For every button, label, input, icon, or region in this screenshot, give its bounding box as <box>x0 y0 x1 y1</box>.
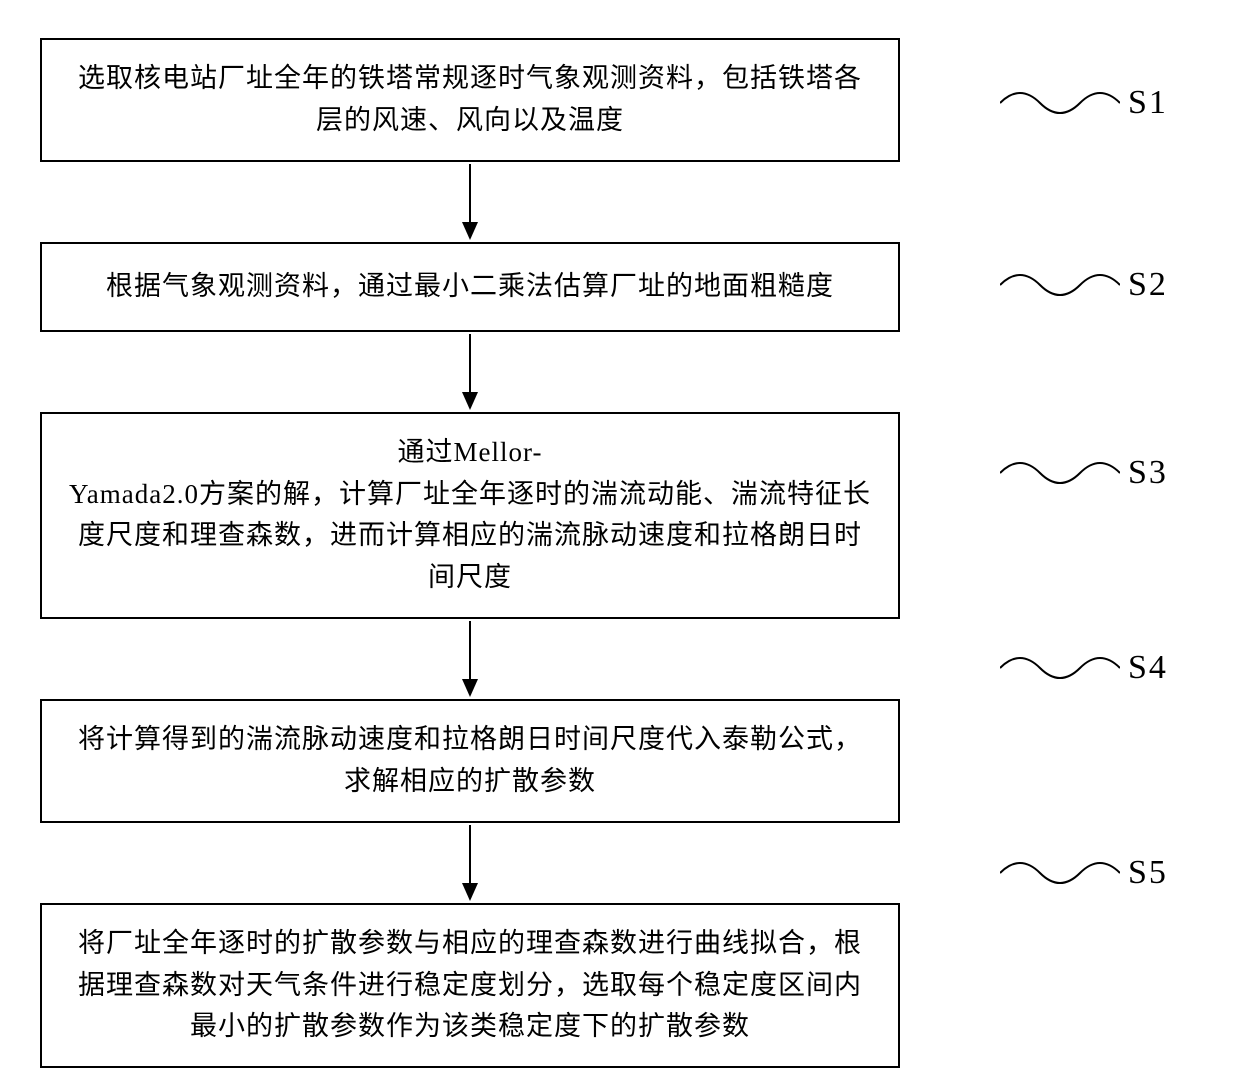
step-text: 通过Mellor- Yamada2.0方案的解，计算厂址全年逐时的湍流动能、湍流… <box>66 432 874 599</box>
step-label: S2 <box>1128 266 1168 304</box>
arrow-icon <box>450 619 490 699</box>
step-label: S1 <box>1128 84 1168 122</box>
arrow-s3-s4 <box>40 619 900 699</box>
squiggle-icon <box>1000 643 1120 693</box>
step-text: 选取核电站厂址全年的铁塔常规逐时气象观测资料，包括铁塔各层的风速、风向以及温度 <box>66 58 874 142</box>
step-box-s3: 通过Mellor- Yamada2.0方案的解，计算厂址全年逐时的湍流动能、湍流… <box>40 412 900 619</box>
arrow-icon <box>450 332 490 412</box>
arrow-s2-s3 <box>40 332 900 412</box>
step-text-line1: 通过Mellor- <box>398 437 543 467</box>
arrow-icon <box>450 162 490 242</box>
step-text: 将厂址全年逐时的扩散参数与相应的理查森数进行曲线拟合，根据理查森数对天气条件进行… <box>66 923 874 1049</box>
step-text: 根据气象观测资料，通过最小二乘法估算厂址的地面粗糙度 <box>106 266 834 308</box>
step-box-s4: 将计算得到的湍流脉动速度和拉格朗日时间尺度代入泰勒公式，求解相应的扩散参数 <box>40 699 900 823</box>
label-row-s1: S1 <box>1000 78 1168 128</box>
label-row-s3: S3 <box>1000 448 1168 498</box>
arrow-s1-s2 <box>40 162 900 242</box>
step-text: 将计算得到的湍流脉动速度和拉格朗日时间尺度代入泰勒公式，求解相应的扩散参数 <box>66 719 874 803</box>
step-label: S5 <box>1128 854 1168 892</box>
squiggle-icon <box>1000 78 1120 128</box>
step-box-s1: 选取核电站厂址全年的铁塔常规逐时气象观测资料，包括铁塔各层的风速、风向以及温度 <box>40 38 900 162</box>
squiggle-icon <box>1000 848 1120 898</box>
squiggle-icon <box>1000 260 1120 310</box>
flowchart-column: 选取核电站厂址全年的铁塔常规逐时气象观测资料，包括铁塔各层的风速、风向以及温度 … <box>40 38 990 1068</box>
label-row-s5: S5 <box>1000 848 1168 898</box>
step-label: S4 <box>1128 649 1168 687</box>
label-row-s4: S4 <box>1000 643 1168 693</box>
arrow-s4-s5 <box>40 823 900 903</box>
step-label: S3 <box>1128 454 1168 492</box>
squiggle-icon <box>1000 448 1120 498</box>
label-row-s2: S2 <box>1000 260 1168 310</box>
arrow-icon <box>450 823 490 903</box>
step-box-s5: 将厂址全年逐时的扩散参数与相应的理查森数进行曲线拟合，根据理查森数对天气条件进行… <box>40 903 900 1068</box>
step-text-line2: Yamada2.0方案的解，计算厂址全年逐时的湍流动能、湍流特征长度尺度和理查森… <box>69 479 871 593</box>
step-box-s2: 根据气象观测资料，通过最小二乘法估算厂址的地面粗糙度 <box>40 242 900 332</box>
